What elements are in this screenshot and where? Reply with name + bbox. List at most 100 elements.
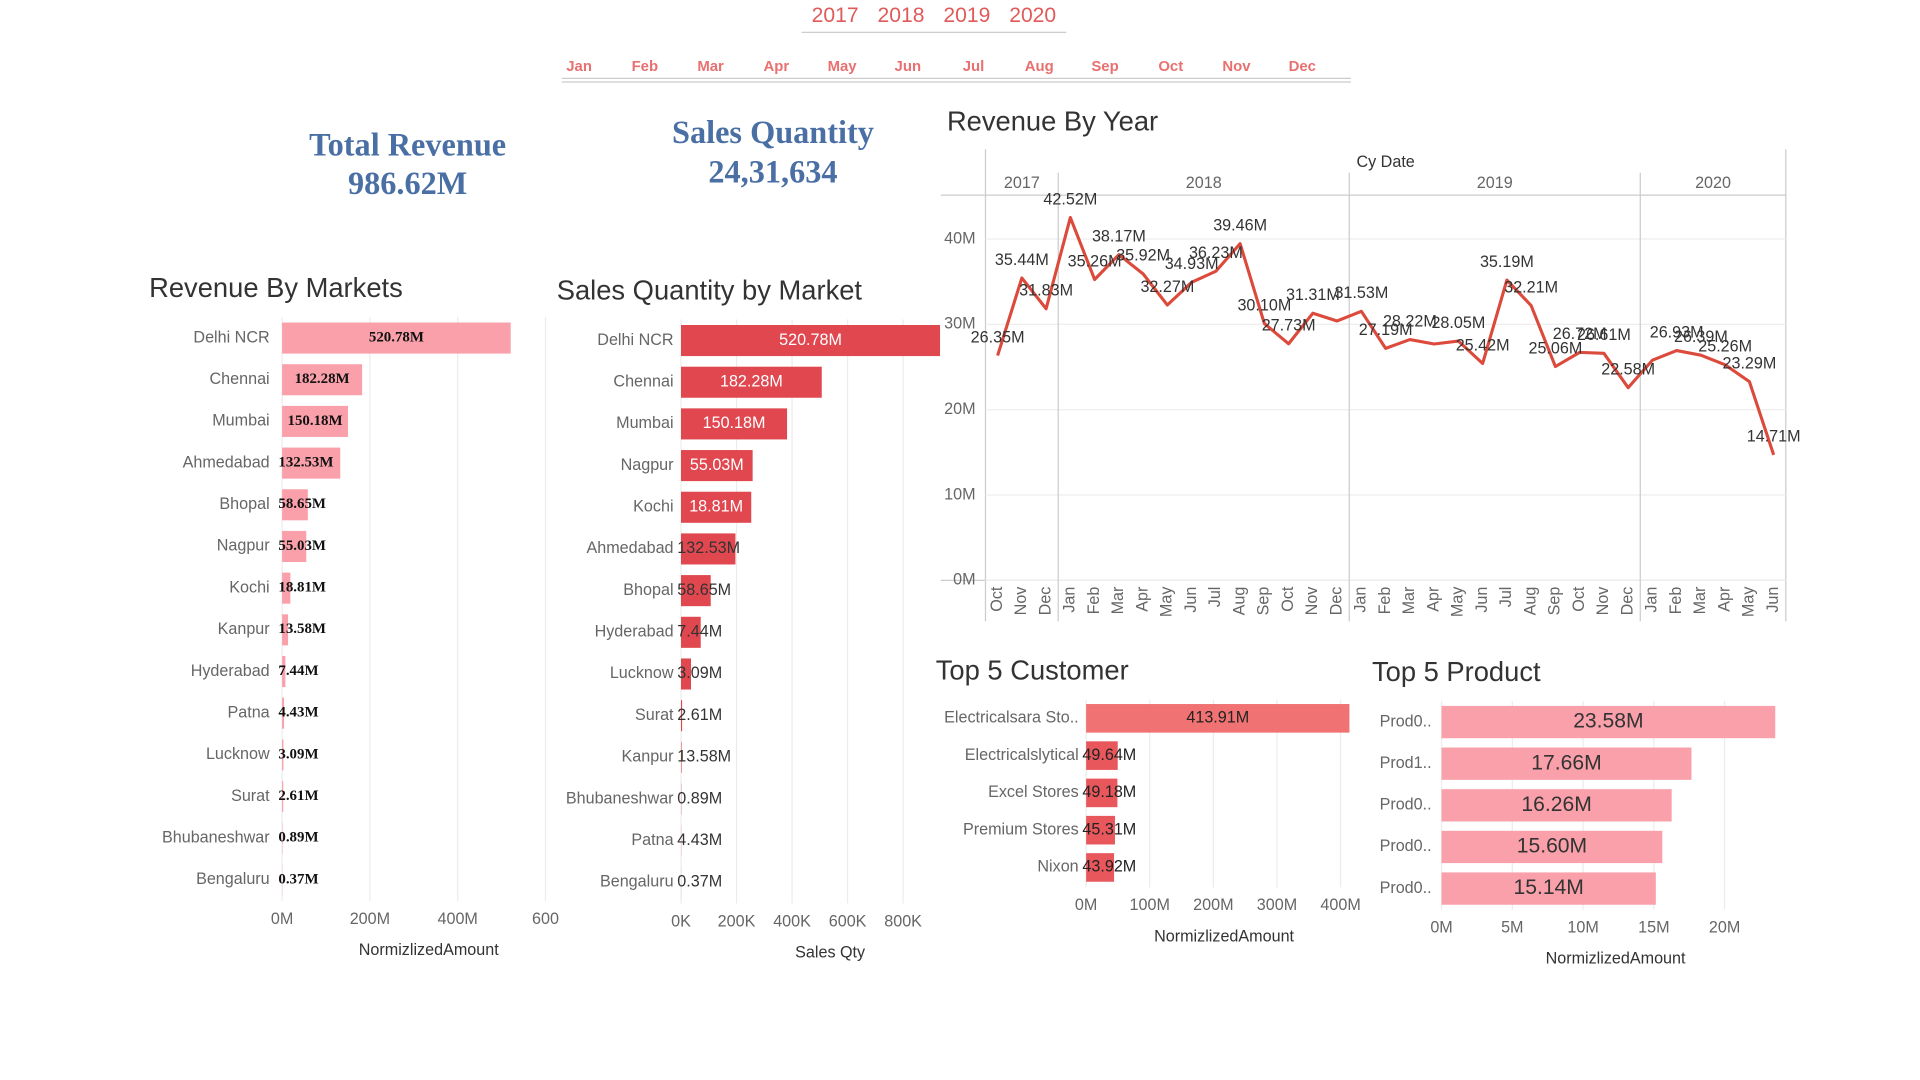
category-label: Hyderabad (191, 662, 270, 680)
x-tick-label: Jul (1206, 587, 1224, 608)
bar (282, 739, 284, 771)
data-label: 413.91M (1186, 709, 1249, 727)
data-label: 13.58M (278, 621, 326, 637)
data-label: 31.53M (1334, 284, 1388, 302)
data-label: 2.61M (278, 788, 318, 804)
month-filter[interactable]: Feb (632, 59, 659, 75)
month-filter[interactable]: Dec (1289, 59, 1316, 75)
data-label: 2.61M (677, 706, 722, 724)
data-label: 25.42M (1456, 336, 1510, 354)
category-label: Mumbai (616, 414, 673, 432)
x-tick-label: Jan (1061, 587, 1079, 613)
category-label: Premium Stores (963, 820, 1079, 838)
data-label: 35.26M (1068, 252, 1122, 270)
bar (1086, 778, 1118, 808)
data-label: 23.58M (1573, 710, 1643, 733)
data-label: 15.14M (1513, 876, 1583, 899)
bar (1441, 830, 1663, 864)
x-tick-label: Apr (1715, 586, 1733, 612)
chart-title: Top 5 Customer (936, 655, 1129, 686)
data-label: 132.53M (278, 455, 333, 471)
data-label: 30.10M (1237, 296, 1291, 314)
bar (282, 781, 284, 813)
month-filter[interactable]: May (828, 59, 858, 75)
data-label: 27.73M (1262, 317, 1316, 335)
category-label: Prod1.. (1380, 754, 1432, 772)
x-tick-label: 800K (884, 912, 922, 930)
month-filter[interactable]: Jun (895, 59, 922, 75)
month-filter[interactable]: Aug (1025, 59, 1054, 75)
month-filter[interactable]: Oct (1158, 59, 1183, 75)
year-filter[interactable]: 2017 (812, 4, 859, 27)
bar (1086, 741, 1118, 770)
category-label: Delhi NCR (597, 331, 673, 349)
category-label: Bhubaneshwar (162, 828, 270, 846)
bar (1086, 815, 1115, 845)
x-axis-label: Sales Qty (795, 943, 866, 961)
column-header: Cy Date (1356, 153, 1414, 171)
bar (282, 697, 285, 729)
bar (282, 322, 511, 354)
month-filter[interactable]: Nov (1222, 59, 1251, 75)
year-filter[interactable]: 2018 (877, 4, 924, 27)
year-header: 2018 (1186, 174, 1222, 192)
data-label: 14.71M (1747, 428, 1801, 446)
x-tick-label: Apr (1133, 586, 1151, 612)
bar (282, 530, 307, 562)
bar (1441, 705, 1776, 739)
month-filter[interactable]: Jan (566, 59, 592, 75)
y-tick-label: 40M (944, 229, 975, 247)
data-label: 43.92M (1082, 858, 1136, 876)
data-label: 26.35M (971, 328, 1025, 346)
year-filter[interactable]: 2020 (1009, 4, 1056, 27)
category-label: Excel Stores (988, 783, 1079, 801)
x-tick-label: Jul (1497, 587, 1515, 608)
data-label: 58.65M (677, 581, 731, 599)
x-tick-label: 10M (1567, 919, 1598, 937)
category-label: Prod0.. (1380, 796, 1432, 814)
x-tick-label: Mar (1109, 586, 1127, 614)
month-filter[interactable]: Jul (963, 59, 985, 75)
data-label: 4.43M (677, 831, 722, 849)
x-tick-label: Oct (1279, 586, 1297, 612)
data-label: 3.09M (278, 746, 318, 762)
category-label: Chennai (613, 372, 673, 390)
x-axis-label: NormizlizedAmount (359, 941, 499, 959)
x-axis-label: NormizlizedAmount (1546, 950, 1686, 968)
revenue-line (996, 215, 1776, 456)
bar (1086, 704, 1350, 733)
category-label: Kanpur (621, 748, 674, 766)
x-tick-label: Oct (1570, 586, 1588, 612)
bar (282, 447, 341, 479)
data-label: 28.05M (1431, 314, 1485, 332)
category-label: Electricalslytical (965, 746, 1079, 764)
x-tick-label: May (1740, 586, 1758, 617)
month-filter[interactable]: Apr (763, 59, 789, 75)
x-tick-label: Jun (1473, 587, 1491, 613)
data-label: 520.78M (779, 331, 842, 349)
category-label: Chennai (210, 370, 270, 388)
year-filter[interactable]: 2019 (943, 4, 990, 27)
data-label: 13.58M (677, 748, 731, 766)
chart-title: Sales Quantity by Market (557, 274, 863, 305)
data-label: 49.64M (1082, 746, 1136, 764)
month-filter[interactable]: Sep (1091, 59, 1118, 75)
category-label: Kochi (229, 578, 269, 596)
data-label: 17.66M (1531, 751, 1601, 774)
category-label: Electricalsara Sto.. (944, 709, 1079, 727)
bar (282, 572, 291, 604)
data-label: 35.92M (1116, 247, 1170, 265)
data-label: 31.31M (1286, 286, 1340, 304)
x-tick-label: Oct (988, 586, 1006, 612)
x-tick-label: May (1158, 586, 1176, 617)
bar (681, 408, 788, 440)
data-label: 32.27M (1140, 278, 1194, 296)
data-label: 28.22M (1383, 312, 1437, 330)
x-tick-label: 15M (1638, 919, 1669, 937)
bar (1441, 747, 1692, 780)
data-label: 26.93M (1650, 323, 1704, 341)
x-tick-label: 200K (718, 912, 756, 930)
bar (681, 575, 711, 607)
month-filter[interactable]: Mar (697, 59, 724, 75)
data-label: 55.03M (278, 538, 326, 554)
